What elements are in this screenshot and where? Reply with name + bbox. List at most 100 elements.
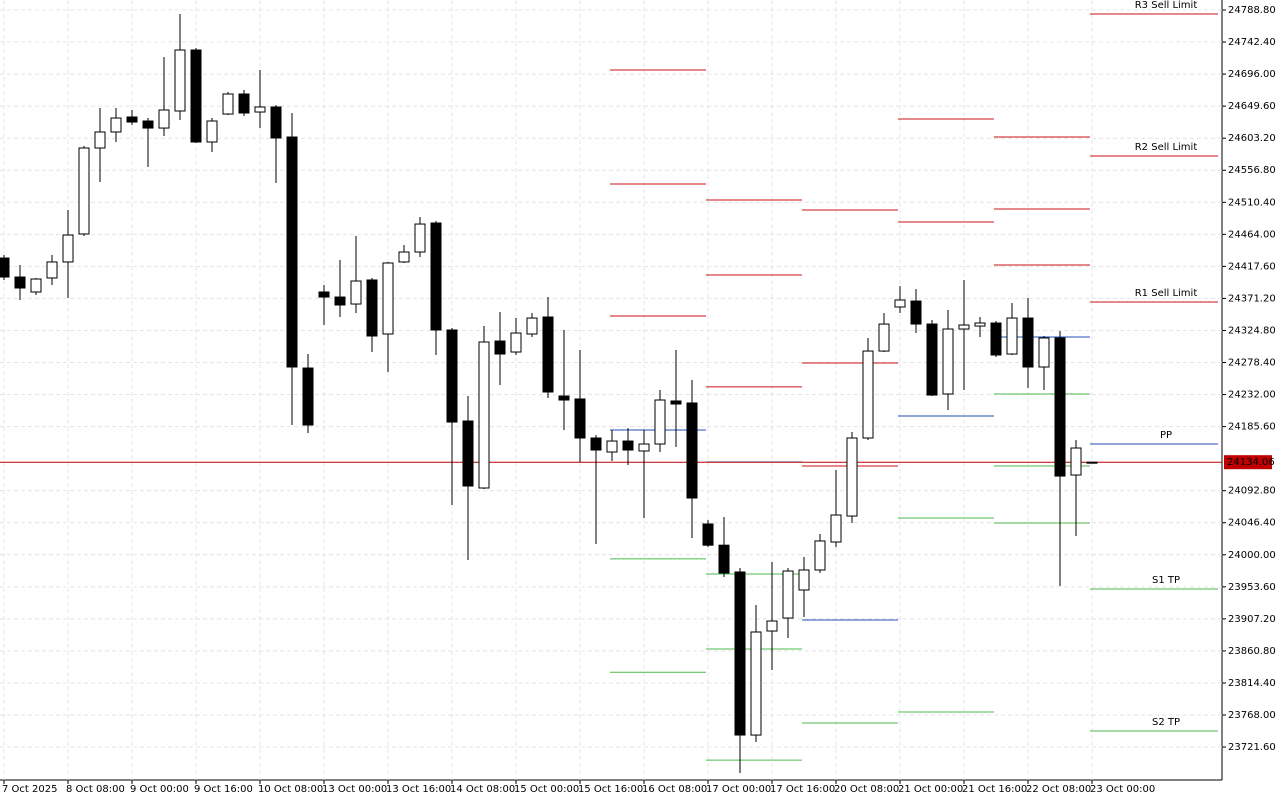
x-tick-label: 15 Oct 16:00: [578, 784, 643, 795]
level-label: S1 TP: [1152, 575, 1180, 586]
candle-body: [942, 328, 954, 395]
candle-body: [270, 106, 282, 139]
y-tick-label: 23907.20: [1228, 614, 1276, 625]
candle-body: [302, 367, 314, 426]
y-tick-label: 24788.80: [1228, 5, 1276, 16]
candle-body: [734, 571, 746, 736]
candle-body: [974, 322, 986, 327]
candle-body: [462, 420, 474, 487]
x-tick-label: 8 Oct 08:00: [66, 784, 125, 795]
y-tick-label: 23721.60: [1228, 742, 1276, 753]
x-tick-label: 9 Oct 16:00: [194, 784, 253, 795]
y-tick-label: 24371.20: [1228, 293, 1276, 304]
candle-body: [110, 117, 122, 133]
candle-body: [542, 316, 554, 393]
candle-body: [926, 323, 938, 396]
candle-body: [1006, 317, 1018, 355]
candle-body: [878, 323, 890, 352]
candle-body: [574, 398, 586, 439]
y-tick-label: 24742.40: [1228, 37, 1276, 48]
price-label: 24134.06: [1227, 457, 1275, 468]
candle-body: [94, 131, 106, 149]
x-tick-label: 20 Oct 08:00: [834, 784, 899, 795]
candle-body: [526, 317, 538, 335]
candle-body: [830, 514, 842, 543]
candle-body: [430, 222, 442, 331]
candle-body: [174, 49, 186, 112]
candle-body: [0, 257, 10, 278]
x-tick-label: 10 Oct 08:00: [258, 784, 323, 795]
candle-body: [1086, 461, 1098, 464]
level-label: S2 TP: [1152, 717, 1180, 728]
candle-body: [30, 278, 42, 293]
candle-body: [782, 570, 794, 619]
candle-body: [190, 49, 202, 143]
x-tick-label: 9 Oct 00:00: [130, 784, 189, 795]
x-tick-label: 21 Oct 16:00: [962, 784, 1027, 795]
y-tick-label: 24092.80: [1228, 486, 1276, 497]
candle-body: [750, 631, 762, 736]
y-tick-label: 24185.60: [1228, 422, 1276, 433]
candle-body: [126, 116, 138, 123]
x-tick-label: 22 Oct 08:00: [1026, 784, 1091, 795]
candle-body: [334, 296, 346, 306]
y-tick-label: 24510.40: [1228, 197, 1276, 208]
candle-body: [846, 437, 858, 517]
candle-body: [590, 437, 602, 451]
candle-body: [286, 136, 298, 368]
candle-body: [446, 329, 458, 423]
candle-body: [78, 147, 90, 235]
candle-body: [702, 523, 714, 546]
y-tick-label: 24464.00: [1228, 229, 1276, 240]
candle-body: [398, 251, 410, 263]
candle-body: [318, 291, 330, 298]
candle-body: [62, 234, 74, 263]
candle-body: [606, 440, 618, 453]
level-label: R2 Sell Limit: [1135, 142, 1198, 153]
y-tick-label: 24000.00: [1228, 550, 1276, 561]
candle-body: [142, 120, 154, 129]
candle-body: [814, 540, 826, 571]
level-label: R1 Sell Limit: [1135, 288, 1198, 299]
candle-body: [494, 340, 506, 355]
candle-body: [638, 443, 650, 452]
candle-body: [1054, 337, 1066, 477]
x-tick-label: 14 Oct 08:00: [450, 784, 515, 795]
x-tick-label: 15 Oct 00:00: [514, 784, 579, 795]
x-tick-label: 13 Oct 16:00: [386, 784, 451, 795]
x-tick-label: 17 Oct 00:00: [706, 784, 771, 795]
candle-body: [222, 93, 234, 115]
level-label: R3 Sell Limit: [1135, 0, 1198, 11]
candle-body: [718, 544, 730, 574]
candle-body: [622, 440, 634, 451]
y-tick-label: 24324.80: [1228, 325, 1276, 336]
x-tick-label: 21 Oct 00:00: [898, 784, 963, 795]
x-tick-label: 16 Oct 08:00: [642, 784, 707, 795]
candle-body: [990, 322, 1002, 356]
candle-body: [382, 262, 394, 335]
candle-body: [414, 223, 426, 253]
candle-body: [158, 109, 170, 129]
candle-body: [910, 300, 922, 325]
x-tick-label: 13 Oct 00:00: [322, 784, 387, 795]
candle-body: [558, 395, 570, 401]
candle-body: [478, 341, 490, 489]
candle-body: [798, 569, 810, 591]
candle-body: [894, 299, 906, 308]
candle-body: [14, 276, 26, 289]
y-tick-label: 24278.40: [1228, 358, 1276, 369]
candle-body: [366, 279, 378, 337]
candle-body: [254, 106, 266, 113]
y-tick-label: 24046.40: [1228, 518, 1276, 529]
y-tick-label: 23860.80: [1228, 646, 1276, 657]
y-tick-label: 24603.20: [1228, 133, 1276, 144]
candle-body: [1038, 337, 1050, 368]
x-tick-label: 23 Oct 00:00: [1090, 784, 1155, 795]
y-tick-label: 24649.60: [1228, 101, 1276, 112]
candle-body: [46, 261, 58, 279]
candle-body: [1022, 317, 1034, 368]
candle-body: [1070, 447, 1082, 476]
y-tick-label: 23814.40: [1228, 678, 1276, 689]
candle-body: [958, 324, 970, 330]
